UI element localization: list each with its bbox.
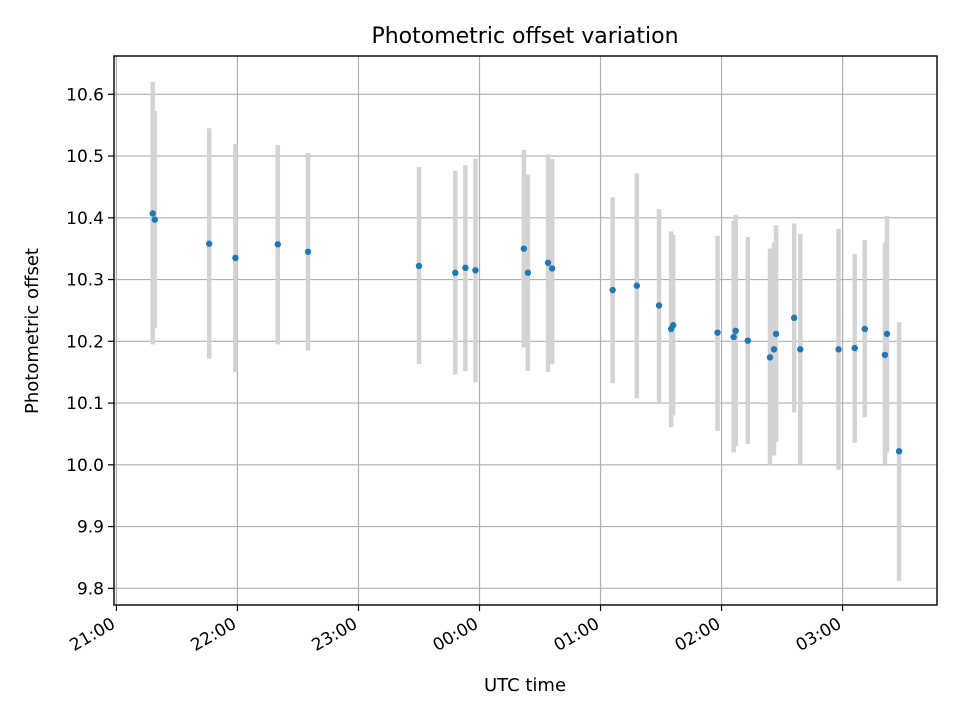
data-point [770,346,778,353]
data-point [851,344,858,352]
y-tick-label: 10.1 [66,394,104,414]
y-tick-label: 9.9 [77,518,104,538]
data-point [520,245,528,252]
x-tick-label: 21:00 [66,614,118,656]
y-axis-label: Photometric offset [22,248,43,414]
y-tick-label: 10.5 [66,147,104,167]
plot-frame [113,55,938,606]
x-tick-label: 03:00 [793,614,845,656]
data-point [544,259,552,267]
y-tick-label: 10.6 [66,85,104,105]
data-point [472,267,479,274]
x-tick-label: 01:00 [551,614,603,656]
y-tick-label: 10.0 [66,456,104,476]
data-points [149,210,903,455]
data-point [730,333,737,341]
x-tick-label: 23:00 [309,614,361,656]
chart-title: Photometric offset variation [371,24,678,49]
x-axis-label: UTC time [484,675,566,696]
data-point [304,248,312,255]
data-point [883,330,891,338]
data-point [232,254,239,262]
data-point [609,286,616,294]
data-point [415,262,423,270]
x-tick-label: 02:00 [672,614,724,656]
data-point [151,216,158,223]
data-point [714,329,721,336]
data-point [772,330,780,338]
x-axis-ticks: 21:00 22:00 23:00 00:00 01:00 02:00 03:00 [66,605,845,656]
x-tick-label: 00:00 [430,614,482,656]
y-tick-label: 10.2 [66,332,104,352]
data-point [895,448,903,455]
data-point [206,240,213,247]
data-point [462,264,469,272]
data-point [732,327,739,335]
data-point [790,314,798,322]
y-tick-label: 10.4 [66,209,104,229]
data-point [766,354,774,361]
data-point [274,241,281,248]
x-tick-label: 22:00 [188,614,240,656]
data-point [452,269,459,276]
data-point [524,269,532,276]
y-tick-label: 10.3 [66,271,104,291]
y-axis-ticks: 9.8 9.9 10.0 10.1 10.2 10.3 10.4 10.5 10.6 [66,85,114,599]
data-point [744,337,751,344]
data-point [861,325,868,333]
data-point [881,351,889,359]
data-point [149,210,156,217]
data-point [797,346,804,353]
data-point [633,282,641,289]
data-point [655,302,663,309]
data-point [548,265,556,272]
data-point [669,322,677,329]
y-tick-label: 9.8 [77,579,104,599]
error-bars [150,81,902,581]
data-point [835,346,842,353]
